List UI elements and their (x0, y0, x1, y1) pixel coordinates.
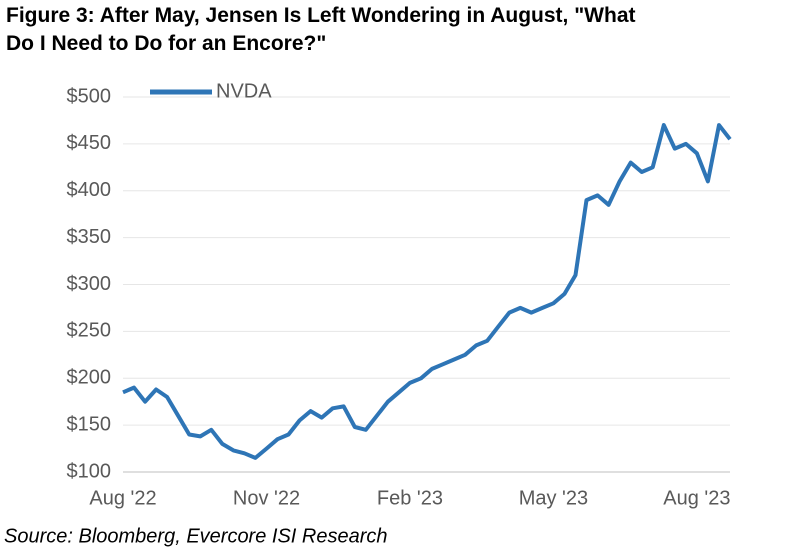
y-tick-label: $500 (67, 85, 112, 107)
y-tick-label: $300 (67, 273, 112, 295)
x-tick-label: Feb '23 (377, 487, 443, 509)
y-tick-label: $150 (67, 413, 112, 435)
x-tick-label: Nov '22 (233, 487, 300, 509)
source: Source: Bloomberg, Evercore ISI Research (4, 525, 388, 547)
data-line (122, 123, 732, 460)
y-tick-label: $450 (67, 132, 112, 154)
chart-title-line1: Figure 3: After May, Jensen Is Left Wond… (6, 4, 636, 55)
x-tick-label: Aug '22 (89, 487, 156, 509)
y-tick-label: $350 (67, 226, 112, 248)
legend-label: NVDA (216, 80, 272, 102)
y-tick-label: $100 (67, 460, 112, 482)
y-tick-label: $200 (67, 367, 112, 389)
y-tick-label: $400 (67, 179, 112, 201)
x-tick-label: May '23 (519, 487, 588, 509)
x-tick-label: Aug '23 (663, 487, 730, 509)
y-tick-label: $250 (67, 320, 112, 342)
